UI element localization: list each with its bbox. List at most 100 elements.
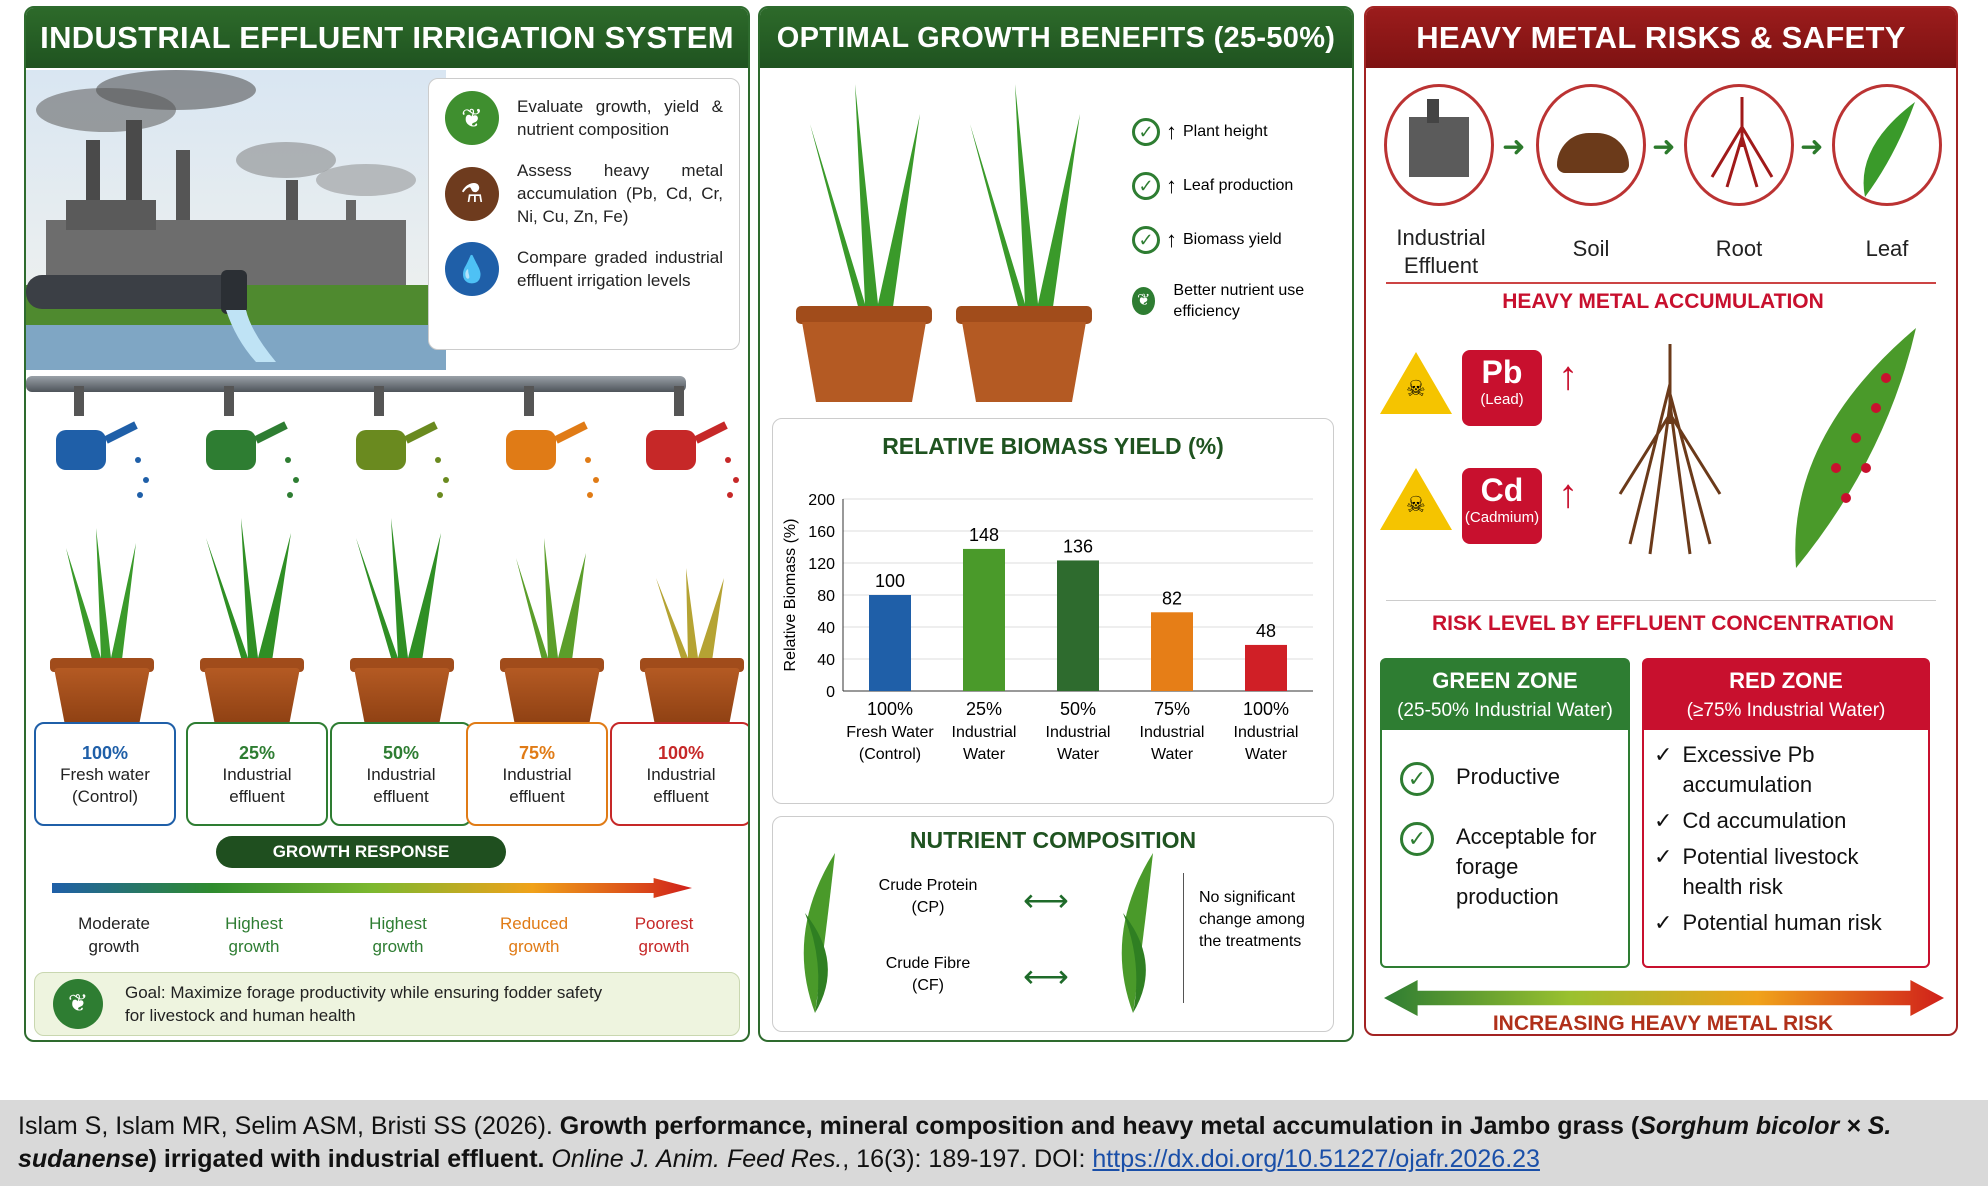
check-circle-icon: ✓ — [1400, 762, 1434, 796]
objective-item: ⚗ Assess heavy metal accumulation (Pb, Cd… — [445, 159, 723, 228]
flow-label-effluent: Industrial Effluent — [1396, 225, 1486, 278]
green-zone-card: GREEN ZONE (25-50% Industrial Water) ✓ Pro… — [1380, 658, 1630, 968]
x-tick-label: Water — [963, 746, 1006, 763]
bar-value-label: 82 — [1162, 588, 1182, 608]
red-zone-item: ✓ Potential livestock health risk — [1654, 844, 1859, 899]
divider — [1386, 600, 1936, 601]
pot — [354, 668, 450, 728]
level-card-100: 100% Industrial effluent — [610, 722, 748, 826]
level-card-25: 25% Industrial effluent — [186, 722, 328, 826]
no-change-text: No significant change among the treatmen… — [1199, 889, 1305, 950]
root-icon — [1684, 84, 1794, 206]
y-tick-label: 80 — [817, 588, 835, 605]
up-arrow-icon: ↑ — [1166, 119, 1177, 144]
healthy-grass-pots-image — [796, 84, 1092, 402]
growth-response-25: Highest growth — [225, 914, 283, 956]
divider — [1386, 282, 1936, 284]
y-tick-label: 120 — [808, 556, 835, 573]
benefit-item: ✓ ↑ Leaf production — [1132, 172, 1342, 200]
x-tick-label: 100% — [1243, 699, 1289, 719]
growth-response-75: Reduced growth — [499, 914, 569, 956]
nutrient-title: NUTRIENT COMPOSITION — [909, 827, 1197, 853]
x-tick-label: 100% — [867, 699, 913, 719]
double-arrow-icon: ⟷ — [1023, 958, 1069, 994]
bar — [1151, 612, 1193, 691]
leaf-icon: ❦ — [1132, 287, 1156, 315]
risk-gradient-arrow — [1384, 980, 1944, 1016]
arrow-right-icon: ➜ — [1502, 131, 1526, 162]
middle-panel-title: OPTIMAL GROWTH BENEFITS (25-50%) — [760, 8, 1352, 68]
objective-item: ❦ Evaluate growth, yield & nutrient compo… — [445, 91, 723, 145]
leaf-icon: ❦ — [53, 979, 103, 1029]
metal-badge-pb: Pb (Lead) — [1462, 350, 1542, 426]
leaf-pair-right-image — [1121, 853, 1153, 1013]
growth-response-fresh: Moderate growth — [78, 914, 150, 956]
flask-icon: ⚗ — [445, 166, 499, 221]
growth-gradient-arrow — [52, 878, 692, 898]
growth-response-label: GROWTH RESPONSE — [216, 836, 506, 868]
goal-box: ❦ Goal: Maximize forage productivity whi… — [34, 972, 740, 1036]
metal-badge-cd: Cd (Cadmium) — [1462, 468, 1542, 544]
benefit-item: ✓ ↑ Biomass yield — [1132, 226, 1342, 254]
check-icon: ✓ — [1654, 910, 1673, 935]
bar — [1057, 560, 1099, 691]
bar — [869, 595, 911, 691]
pot — [204, 668, 300, 728]
x-tick-label: Water — [1245, 746, 1288, 763]
bar-value-label: 100 — [875, 571, 905, 591]
citation-bar: Islam S, Islam MR, Selim ASM, Bristi SS … — [0, 1100, 1988, 1186]
crude-fibre-label: Crude Fibre (CF) — [885, 955, 971, 994]
right-panel: HEAVY METAL RISKS & SAFETY ➜ ➜ ➜ Industr… — [1364, 6, 1958, 1036]
x-tick-label: Industrial — [1234, 724, 1299, 741]
hazard-icon — [1380, 352, 1452, 414]
skull-icon: ☠ — [1406, 376, 1426, 401]
flow-label-soil: Soil — [1572, 236, 1610, 261]
risk-title: RISK LEVEL BY EFFLUENT CONCENTRATION — [1431, 612, 1895, 635]
leaf-icon — [1832, 84, 1942, 206]
goal-text: Goal: Maximize forage productivity while… — [125, 983, 603, 1025]
up-arrow-icon: ↑ — [1558, 472, 1578, 516]
left-panel: INDUSTRIAL EFFLUENT IRRIGATION SYSTEM ❦ E… — [24, 6, 750, 1042]
y-tick-label: 200 — [808, 492, 835, 509]
up-arrow-icon: ↑ — [1558, 354, 1578, 398]
bar-value-label: 148 — [969, 525, 999, 545]
check-circle-icon: ✓ — [1132, 226, 1160, 254]
irrigation-pipe — [26, 376, 686, 392]
doi-link[interactable]: https://dx.doi.org/10.51227/ojafr.2026.2… — [1092, 1145, 1540, 1173]
arrow-right-icon: ➜ — [1800, 131, 1824, 162]
skull-icon: ☠ — [1406, 492, 1426, 517]
level-card-fresh: 100% Fresh water (Control) — [34, 722, 176, 826]
potted-grass-row — [66, 518, 724, 668]
biomass-chart-box: RELATIVE BIOMASS YIELD (%) 0 40 40 80 120 160… — [772, 418, 1334, 804]
check-icon: ✓ — [1654, 844, 1673, 869]
x-tick-label: Industrial — [1140, 724, 1205, 741]
y-tick-label: 160 — [808, 524, 835, 541]
x-tick-label: 25% — [966, 699, 1002, 719]
x-tick-label: Industrial — [1046, 724, 1111, 741]
x-tick-label: 50% — [1060, 699, 1096, 719]
bar — [963, 548, 1005, 691]
bar — [1245, 644, 1287, 691]
green-zone-item: ✓ Productive — [1400, 762, 1628, 796]
pot — [644, 668, 740, 728]
accum-title: HEAVY METAL ACCUMULATION — [1502, 290, 1824, 313]
leaf-icon: ❦ — [445, 91, 499, 145]
right-panel-title: HEAVY METAL RISKS & SAFETY — [1366, 8, 1956, 68]
check-icon: ✓ — [1654, 742, 1673, 767]
growth-response-50: Highest growth — [369, 914, 427, 956]
level-card-50: 50% Industrial effluent — [330, 722, 472, 826]
water-drop-icon: 💧 — [445, 242, 499, 296]
chart-title: RELATIVE BIOMASS YIELD (%) — [882, 433, 1224, 459]
x-tick-label: Fresh Water — [846, 724, 934, 741]
soil-icon — [1536, 84, 1646, 206]
flow-label-leaf: Leaf — [1865, 236, 1909, 261]
benefit-item: ✓ ↑ Plant height — [1132, 118, 1342, 146]
root-accumulation-image — [1618, 344, 1722, 555]
y-tick-label: 40 — [817, 620, 835, 637]
benefits-list: ✓ ↑ Plant height ✓ ↑ Leaf production ✓ ↑ Bioma… — [1132, 118, 1342, 322]
pot — [504, 668, 600, 728]
pot — [54, 668, 150, 728]
middle-panel: OPTIMAL GROWTH BENEFITS (25-50%) ✓ ↑ Plant… — [758, 6, 1354, 1042]
factory-scene-image — [26, 70, 446, 370]
y-axis-label: Relative Biomass (%) — [782, 519, 799, 672]
